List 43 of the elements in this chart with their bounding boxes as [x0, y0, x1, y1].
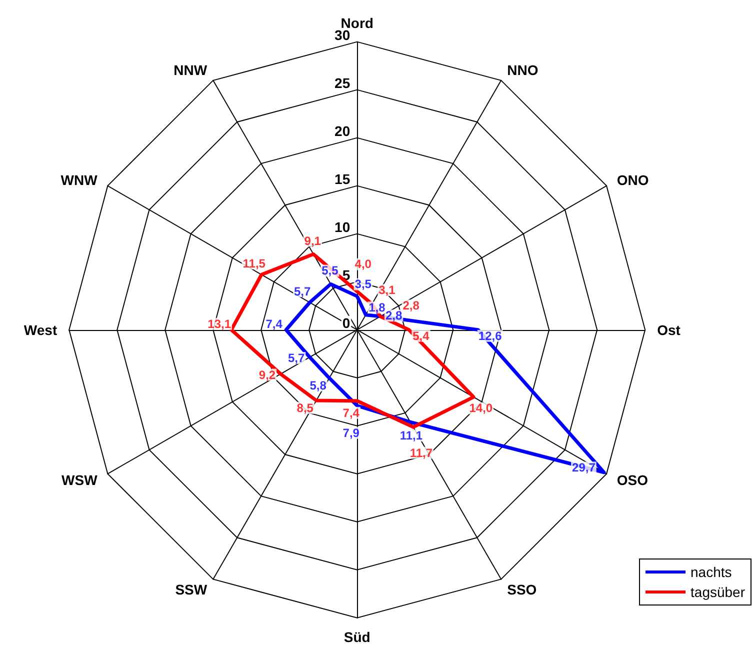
data-label: 9,1 [304, 234, 322, 248]
data-label: 5,7 [288, 350, 305, 365]
data-label: 29,7 [572, 460, 596, 475]
data-label: 11,7 [410, 446, 433, 460]
y-tick-label: 25 [334, 74, 350, 91]
data-label: 1,8 [368, 300, 386, 314]
y-tick-label: 15 [334, 170, 350, 187]
spoke-label: West [24, 322, 58, 338]
spoke-label: ONO [616, 172, 649, 188]
data-label: 5,8 [310, 378, 327, 392]
data-label: 14,0 [469, 401, 493, 416]
spoke-label: SSO [507, 582, 537, 598]
spoke-label: OSO [616, 472, 648, 488]
data-label: 4,0 [354, 257, 372, 272]
data-label: 11,1 [400, 428, 423, 442]
y-tick-label: 20 [334, 122, 350, 139]
data-label: 3,1 [378, 283, 396, 298]
data-label: 2,8 [402, 298, 420, 313]
spoke-label: NNO [507, 62, 538, 78]
data-label: 11,5 [242, 256, 266, 270]
data-label: 12,6 [478, 328, 502, 343]
y-tick-label: 0 [342, 314, 350, 331]
data-label: 3,5 [354, 277, 372, 292]
spoke-label: WSW [62, 472, 98, 488]
data-label: 9,2 [258, 368, 276, 382]
data-label: 7,9 [342, 426, 360, 440]
spoke-label: WNW [60, 172, 98, 188]
data-label: 7,4 [342, 406, 360, 420]
spoke-label: SSW [175, 582, 208, 598]
data-label: 13,1 [208, 316, 232, 331]
spoke-label: Süd [344, 628, 370, 645]
data-label: 5,5 [322, 264, 339, 278]
spoke-label: NNW [174, 62, 208, 78]
legend-label: nachts [690, 564, 732, 580]
y-tick-label: 30 [334, 26, 350, 43]
data-label: 5,4 [412, 328, 430, 343]
data-label: 8,5 [296, 400, 314, 415]
data-label: 2,8 [385, 308, 402, 323]
data-label: 7,4 [266, 316, 283, 331]
y-tick-label: 10 [334, 218, 350, 235]
legend-label: tagsüber [690, 584, 746, 600]
spoke-label: Ost [657, 322, 681, 338]
data-label: 5,7 [294, 284, 311, 298]
